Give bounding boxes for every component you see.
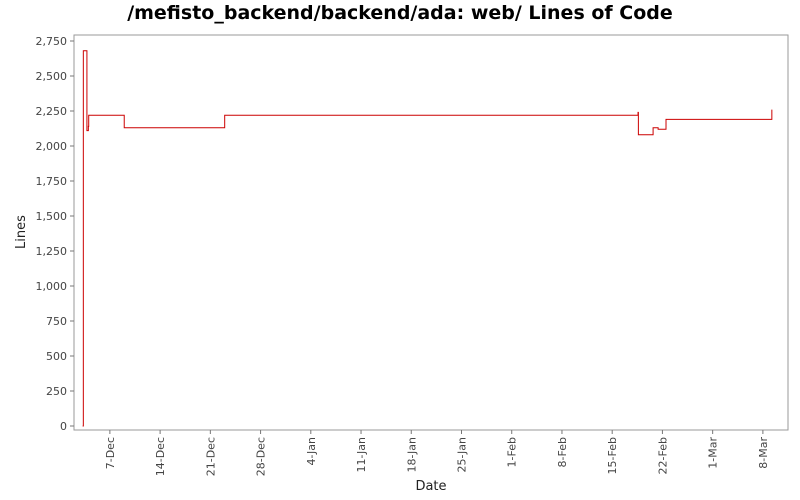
y-tick-label: 500	[46, 350, 67, 363]
x-tick-label: 25-Jan	[455, 437, 468, 473]
x-tick-label: 4-Jan	[305, 437, 318, 466]
x-tick-label: 8-Feb	[556, 437, 569, 467]
y-tick-label: 2,250	[36, 105, 68, 118]
x-axis-label: Date	[415, 479, 446, 494]
x-tick-label: 11-Jan	[355, 437, 368, 473]
y-tick-label: 250	[46, 385, 67, 398]
y-axis: 0 250 500 750 1,000 1,250 1,500 1,750 2,000 2,250…	[36, 35, 74, 433]
x-tick-label: 1-Feb	[506, 437, 519, 467]
chart-title: /mefisto_backend/backend/ada: web/ Lines…	[127, 2, 673, 24]
x-tick-label: 7-Dec	[104, 437, 117, 469]
x-tick-label: 14-Dec	[154, 437, 167, 476]
x-tick-label: 18-Jan	[405, 437, 418, 473]
y-tick-label: 2,500	[36, 70, 68, 83]
x-tick-label: 1-Mar	[707, 437, 720, 469]
y-tick-label: 1,000	[36, 280, 68, 293]
x-tick-label: 21-Dec	[204, 437, 217, 476]
y-tick-label: 1,250	[36, 245, 68, 258]
x-tick-label: 22-Feb	[656, 437, 669, 474]
y-tick-label: 2,750	[36, 35, 68, 48]
x-tick-label: 28-Dec	[255, 437, 268, 476]
y-tick-label: 750	[46, 315, 67, 328]
x-tick-label: 8-Mar	[757, 437, 770, 469]
y-axis-label: Lines	[14, 215, 29, 249]
x-tick-label: 15-Feb	[606, 437, 619, 474]
y-tick-label: 2,000	[36, 140, 68, 153]
plot-area	[73, 34, 789, 431]
x-axis: 7-Dec 14-Dec 21-Dec 28-Dec 4-Jan 11-Jan 18-Jan…	[104, 430, 770, 476]
series-line-loc	[82, 50, 773, 427]
y-tick-label: 0	[60, 420, 67, 433]
y-tick-label: 1,750	[36, 175, 68, 188]
y-tick-label: 1,500	[36, 210, 68, 223]
